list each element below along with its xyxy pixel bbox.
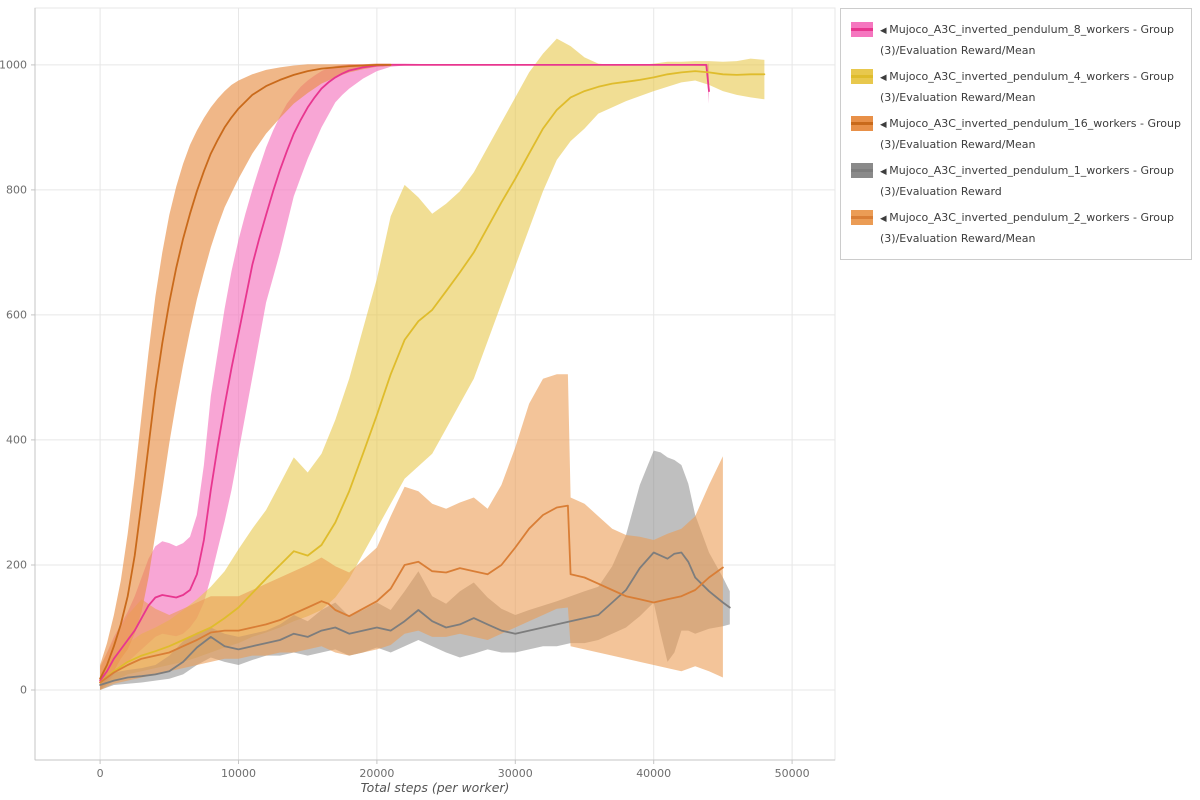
legend-label: ◀ Mujoco_A3C_inverted_pendulum_2_workers… [880, 210, 1174, 245]
legend-label: ◀ Mujoco_A3C_inverted_pendulum_4_workers… [880, 69, 1174, 105]
legend-item[interactable]: ◀ Mujoco_A3C_inverted_pendulum_1_workers… [851, 160, 1181, 203]
series-band[interactable] [100, 63, 391, 691]
series-line[interactable] [99, 64, 710, 682]
legend-swatch-line [851, 121, 873, 125]
legend-swatch-icon [851, 115, 873, 131]
x-tick-label: 50000 [775, 767, 810, 780]
series-line[interactable] [99, 551, 731, 686]
legend-swatch-icon [851, 22, 873, 37]
collapse-triangle-icon: ◀ [880, 166, 890, 177]
legend: ◀ Mujoco_A3C_inverted_pendulum_8_workers… [840, 8, 1192, 261]
legend-item[interactable]: ◀ Mujoco_A3C_inverted_pendulum_16_worker… [851, 113, 1181, 156]
collapse-triangle-icon: ◀ [880, 119, 890, 130]
y-tick-label: 1000 [0, 58, 27, 71]
legend-swatch-icon [851, 209, 873, 225]
legend-swatch-line [851, 74, 873, 78]
y-tick-label: 200 [6, 559, 27, 572]
x-tick-label: 10000 [221, 767, 256, 780]
collapse-triangle-icon: ◀ [880, 72, 890, 83]
x-axis-label: Total steps (per worker) [360, 780, 510, 795]
legend-label: ◀ Mujoco_A3C_inverted_pendulum_1_workers… [880, 163, 1174, 199]
x-tick-label: 20000 [359, 767, 394, 780]
y-tick-label: 400 [6, 433, 27, 446]
series-line[interactable] [99, 70, 766, 684]
series-band[interactable] [100, 374, 723, 690]
legend-swatch-icon [851, 162, 873, 178]
x-tick-label: 0 [97, 767, 104, 780]
legend-item[interactable]: ◀ Mujoco_A3C_inverted_pendulum_8_workers… [851, 19, 1181, 62]
legend-item[interactable]: ◀ Mujoco_A3C_inverted_pendulum_4_workers… [851, 66, 1181, 109]
legend-swatch-line [851, 168, 873, 172]
y-tick-label: 0 [20, 684, 27, 697]
collapse-triangle-icon: ◀ [880, 213, 890, 224]
legend-label: ◀ Mujoco_A3C_inverted_pendulum_8_workers… [880, 23, 1174, 58]
series-line[interactable] [99, 504, 724, 684]
y-tick-label: 600 [6, 308, 27, 321]
series-band[interactable] [100, 63, 710, 691]
legend-swatch-icon [851, 68, 873, 84]
x-tick-label: 30000 [498, 767, 533, 780]
series-band[interactable] [100, 38, 765, 691]
legend-item[interactable]: ◀ Mujoco_A3C_inverted_pendulum_2_workers… [851, 207, 1181, 250]
collapse-triangle-icon: ◀ [880, 26, 890, 36]
series-line[interactable] [99, 64, 392, 680]
legend-swatch-line [851, 215, 873, 219]
x-tick-label: 40000 [636, 767, 671, 780]
legend-label: ◀ Mujoco_A3C_inverted_pendulum_16_worker… [880, 116, 1181, 152]
legend-swatch-line [851, 28, 873, 31]
y-tick-label: 800 [6, 183, 27, 196]
